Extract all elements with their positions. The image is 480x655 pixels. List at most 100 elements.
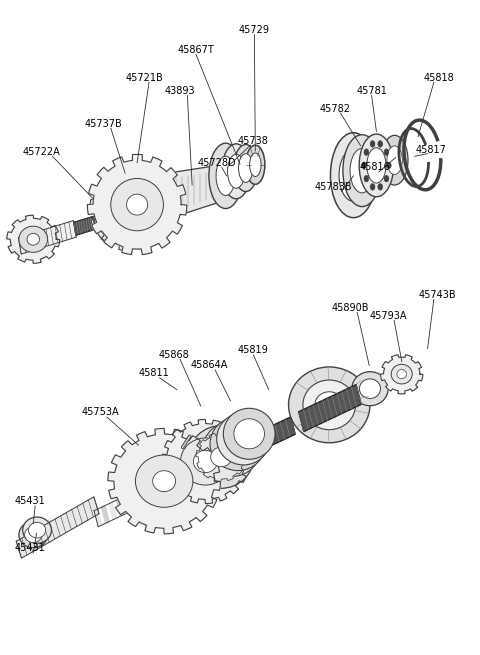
Text: 45431: 45431: [15, 496, 46, 506]
Circle shape: [378, 141, 383, 147]
Text: 45890B: 45890B: [331, 303, 369, 313]
Ellipse shape: [350, 149, 374, 193]
Ellipse shape: [303, 380, 356, 430]
Ellipse shape: [210, 417, 265, 470]
Ellipse shape: [180, 438, 230, 485]
Polygon shape: [16, 497, 99, 558]
Circle shape: [384, 176, 389, 182]
Ellipse shape: [100, 204, 116, 231]
Ellipse shape: [234, 145, 258, 191]
Text: 45819: 45819: [238, 345, 269, 356]
Ellipse shape: [24, 527, 42, 542]
Ellipse shape: [352, 371, 388, 405]
Ellipse shape: [250, 153, 261, 176]
Ellipse shape: [223, 162, 236, 186]
Ellipse shape: [234, 419, 264, 449]
Ellipse shape: [19, 226, 48, 252]
Ellipse shape: [367, 148, 386, 183]
Ellipse shape: [216, 413, 270, 465]
Polygon shape: [18, 221, 76, 254]
Text: 45818: 45818: [423, 73, 454, 83]
Ellipse shape: [216, 157, 235, 195]
Polygon shape: [108, 428, 220, 534]
Ellipse shape: [203, 422, 261, 477]
Polygon shape: [74, 217, 95, 235]
Text: 45868: 45868: [158, 350, 189, 360]
Polygon shape: [94, 509, 102, 527]
Ellipse shape: [214, 432, 250, 466]
Ellipse shape: [153, 471, 176, 492]
Ellipse shape: [193, 451, 217, 473]
Text: 45811: 45811: [138, 368, 169, 378]
Text: 45783B: 45783B: [314, 182, 352, 192]
Polygon shape: [87, 155, 187, 255]
Ellipse shape: [158, 174, 168, 219]
Ellipse shape: [339, 149, 368, 201]
Text: 45753A: 45753A: [82, 407, 119, 417]
Text: 45781: 45781: [356, 86, 387, 96]
Text: 45737B: 45737B: [85, 119, 122, 128]
Text: 45864A: 45864A: [190, 360, 228, 371]
Ellipse shape: [359, 134, 394, 196]
Ellipse shape: [111, 178, 163, 231]
Polygon shape: [93, 211, 114, 229]
Ellipse shape: [135, 455, 193, 507]
Ellipse shape: [288, 367, 370, 443]
Text: 45728D: 45728D: [198, 158, 236, 168]
Ellipse shape: [27, 233, 39, 245]
Circle shape: [386, 162, 391, 169]
Ellipse shape: [23, 517, 51, 543]
Ellipse shape: [223, 408, 275, 459]
Ellipse shape: [397, 369, 407, 379]
Ellipse shape: [214, 166, 223, 202]
Ellipse shape: [315, 392, 344, 418]
Polygon shape: [153, 481, 161, 499]
Text: 45729: 45729: [239, 25, 270, 35]
Text: 45817: 45817: [416, 145, 447, 155]
Text: 45738: 45738: [238, 136, 269, 145]
Polygon shape: [146, 485, 154, 502]
Polygon shape: [101, 506, 109, 523]
Text: 45867T: 45867T: [178, 45, 215, 55]
Ellipse shape: [330, 133, 376, 217]
Ellipse shape: [219, 153, 240, 195]
Polygon shape: [7, 215, 60, 263]
Polygon shape: [160, 477, 168, 495]
Ellipse shape: [391, 364, 412, 384]
Polygon shape: [381, 355, 423, 394]
Ellipse shape: [222, 144, 251, 198]
Ellipse shape: [211, 447, 232, 467]
Circle shape: [364, 149, 369, 155]
Text: 45721B: 45721B: [125, 73, 163, 83]
Ellipse shape: [221, 428, 255, 460]
Ellipse shape: [227, 423, 260, 455]
Circle shape: [384, 149, 389, 155]
Ellipse shape: [95, 194, 121, 241]
Ellipse shape: [239, 154, 253, 182]
Text: 45431: 45431: [15, 544, 46, 553]
Ellipse shape: [228, 155, 245, 188]
Polygon shape: [162, 419, 249, 504]
Ellipse shape: [246, 145, 265, 184]
Text: 45816: 45816: [360, 162, 390, 172]
Text: 45782: 45782: [319, 103, 350, 113]
Polygon shape: [90, 169, 168, 251]
Ellipse shape: [360, 379, 381, 398]
Polygon shape: [168, 443, 242, 492]
Ellipse shape: [189, 426, 254, 488]
Ellipse shape: [127, 194, 148, 215]
Polygon shape: [109, 502, 117, 520]
Text: 45793A: 45793A: [370, 310, 407, 321]
Polygon shape: [299, 384, 361, 432]
Ellipse shape: [381, 136, 408, 185]
Ellipse shape: [343, 135, 381, 206]
Ellipse shape: [110, 190, 148, 229]
Ellipse shape: [28, 522, 46, 538]
Polygon shape: [124, 495, 132, 513]
Polygon shape: [196, 432, 247, 481]
Polygon shape: [138, 488, 146, 506]
Text: 45722A: 45722A: [23, 147, 60, 157]
Text: 43893: 43893: [164, 86, 195, 96]
Circle shape: [370, 183, 375, 190]
Polygon shape: [238, 417, 295, 459]
